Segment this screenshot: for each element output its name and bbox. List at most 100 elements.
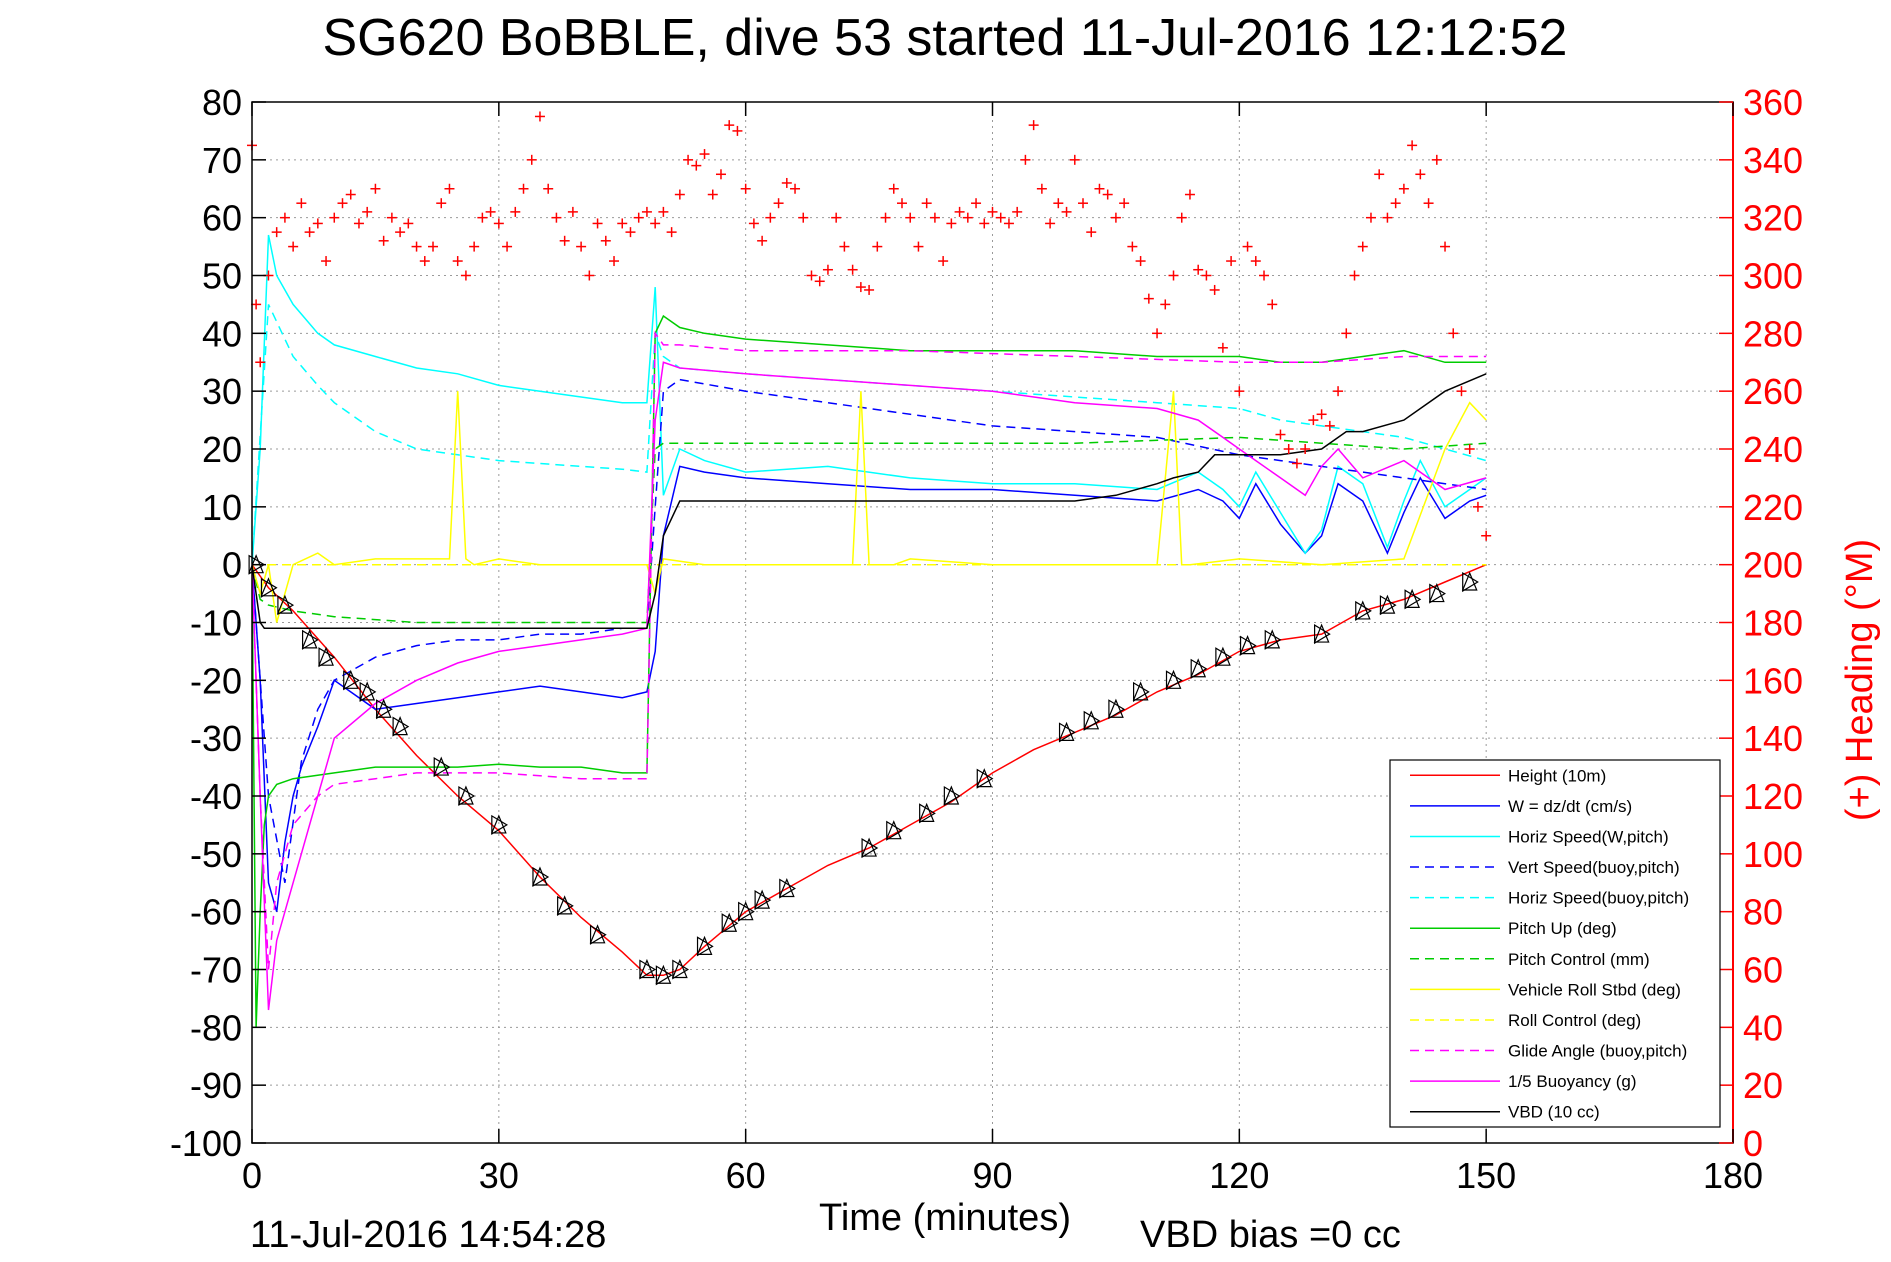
legend: Height (10m) W = dz/dt (cm/s) Horiz Speed(… <box>1389 759 1721 1128</box>
y2-tick-label: 160 <box>1743 660 1803 701</box>
heading-marker <box>1127 241 1138 252</box>
series-line-7 <box>252 391 1487 623</box>
heading-marker <box>609 256 620 267</box>
triangle-marker <box>754 889 772 911</box>
y2-tick-label: 320 <box>1743 198 1803 239</box>
heading-marker <box>617 218 628 229</box>
heading-marker <box>485 206 496 217</box>
heading-marker <box>329 212 340 223</box>
heading-marker <box>905 212 916 223</box>
heading-marker <box>419 256 430 267</box>
heading-marker <box>806 270 817 281</box>
footer-vbd-bias: VBD bias =0 cc <box>1140 1214 1401 1256</box>
triangle-marker <box>778 877 796 899</box>
heading-marker <box>1423 198 1434 209</box>
heading-marker <box>1176 212 1187 223</box>
heading-marker <box>1061 206 1072 217</box>
heading-marker <box>1168 270 1179 281</box>
heading-marker <box>938 256 949 267</box>
heading-marker <box>1020 154 1031 165</box>
legend-label: Height (10m) <box>1508 766 1606 785</box>
y-tick-label: 80 <box>202 82 242 123</box>
triangle-marker <box>342 669 360 691</box>
heading-marker <box>1135 256 1146 267</box>
heading-marker <box>288 241 299 252</box>
heading-marker <box>526 154 537 165</box>
heading-marker <box>312 218 323 229</box>
y-tick-label: -70 <box>190 950 242 991</box>
heading-marker <box>1365 212 1376 223</box>
heading-marker <box>1028 120 1039 131</box>
heading-marker <box>954 206 965 217</box>
y-tick-label: 30 <box>202 371 242 412</box>
triangle-marker <box>1404 588 1422 610</box>
heading-marker <box>633 212 644 223</box>
heading-marker <box>1333 386 1344 397</box>
heading-marker <box>1094 183 1105 194</box>
y2-tick-label: 220 <box>1743 487 1803 528</box>
footer-date: 11-Jul-2016 14:54:28 <box>250 1214 606 1256</box>
triangle-marker <box>277 594 295 616</box>
heading-marker <box>798 212 809 223</box>
triangle-marker <box>1083 710 1101 731</box>
heading-marker <box>502 241 513 252</box>
heading-marker <box>913 241 924 252</box>
heading-marker <box>748 218 759 229</box>
triangle-marker <box>1379 594 1397 616</box>
heading-marker <box>296 198 307 209</box>
heading-marker <box>386 212 397 223</box>
heading-marker <box>1291 458 1302 469</box>
heading-marker <box>1226 256 1237 267</box>
heading-marker <box>370 183 381 194</box>
heading-marker <box>452 256 463 267</box>
heading-marker <box>962 212 973 223</box>
triangle-marker <box>737 901 755 922</box>
heading-marker <box>715 169 726 180</box>
heading-marker <box>1201 270 1212 281</box>
heading-marker <box>896 198 907 209</box>
y-tick-label: -10 <box>190 603 242 644</box>
heading-marker <box>510 206 521 217</box>
heading-marker <box>872 241 883 252</box>
heading-marker <box>1324 420 1335 431</box>
heading-marker <box>921 198 932 209</box>
heading-marker <box>1398 183 1409 194</box>
legend-label: VBD (10 cc) <box>1508 1103 1600 1122</box>
triangle-marker <box>1264 629 1282 650</box>
triangle-marker <box>260 577 278 598</box>
heading-marker <box>1209 284 1220 295</box>
heading-marker <box>1184 189 1195 200</box>
heading-marker <box>674 189 685 200</box>
triangle-marker <box>490 814 508 835</box>
series-line-11 <box>252 373 1487 630</box>
triangle-marker <box>1058 721 1076 743</box>
x-tick-label: 0 <box>242 1155 262 1196</box>
heading-marker <box>1382 212 1393 223</box>
heading-marker <box>979 218 990 229</box>
triangle-marker <box>1190 658 1208 679</box>
triangle-marker <box>861 837 879 859</box>
heading-marker <box>1448 328 1459 339</box>
y-tick-label: 20 <box>202 429 242 470</box>
y2-tick-label: 140 <box>1743 718 1803 759</box>
heading-marker <box>814 276 825 287</box>
triangle-markers <box>248 554 1479 986</box>
heading-marker <box>255 357 266 368</box>
heading-marker <box>691 160 702 171</box>
triangle-marker <box>433 756 451 778</box>
y2-tick-label: 80 <box>1743 892 1783 933</box>
heading-marker <box>1036 183 1047 194</box>
y-tick-label: -80 <box>190 1007 242 1048</box>
heading-marker <box>765 212 776 223</box>
heading-marker <box>567 206 578 217</box>
heading-marker <box>1267 299 1278 310</box>
heading-marker <box>724 120 735 131</box>
triangle-marker <box>556 895 574 916</box>
legend-label: Horiz Speed(W,pitch) <box>1508 827 1669 846</box>
heading-marker <box>559 235 570 246</box>
heading-marker <box>1012 206 1023 217</box>
heading-marker <box>880 212 891 223</box>
heading-marker <box>1250 256 1261 267</box>
heading-marker <box>337 198 348 209</box>
heading-marker <box>403 218 414 229</box>
